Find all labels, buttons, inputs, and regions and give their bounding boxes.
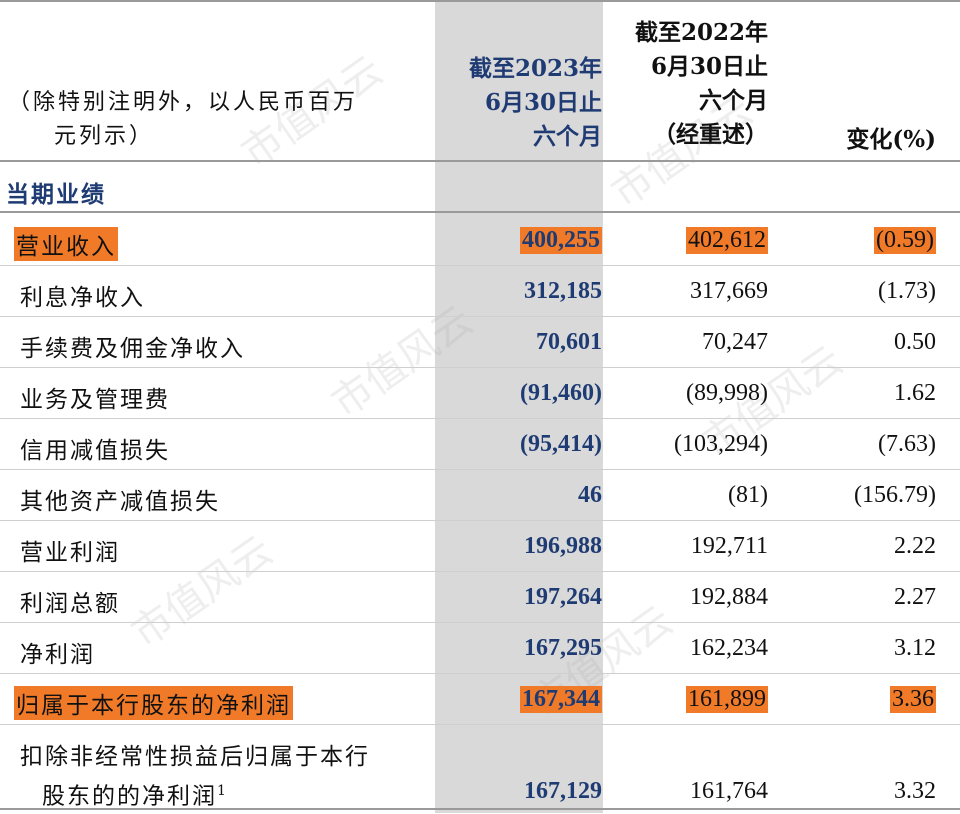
col-header-2023: 截至2023年 6月30日止 六个月 — [469, 52, 602, 154]
row-label: 信用减值损失 — [20, 438, 170, 464]
row-rule — [0, 724, 960, 725]
table-row: 手续费及佣金净收入 70,601 70,247 0.50 — [0, 318, 960, 369]
value-change: 3.12 — [894, 635, 936, 661]
value-2023: 312,185 — [524, 278, 602, 304]
col-header-change: 变化(%) — [846, 126, 936, 153]
row-rule — [0, 316, 960, 317]
row-label: 扣除非经常性损益后归属于本行 股东的的净利润1 — [20, 740, 370, 814]
value-2022: 70,247 — [702, 329, 768, 355]
value-change: 3.32 — [894, 778, 936, 804]
table-row: 营业收入 400,255 402,612 (0.59) — [0, 216, 960, 267]
row-label: 业务及管理费 — [20, 387, 170, 413]
value-2022: 192,884 — [690, 584, 768, 610]
col-header-2023-line1: 截至2023年 — [468, 55, 602, 82]
value-change: (1.73) — [878, 278, 936, 304]
top-rule — [0, 0, 960, 2]
value-2023: 197,264 — [524, 584, 602, 610]
row-rule — [0, 622, 960, 623]
section-rule — [0, 211, 960, 213]
value-change: 2.27 — [894, 584, 936, 610]
col-header-2023-line2: 6月30日止 — [484, 89, 602, 116]
header-rule — [0, 160, 960, 162]
value-2022: (89,998) — [686, 380, 768, 406]
table-row: 净利润 167,295 162,234 3.12 — [0, 624, 960, 675]
row-label: 利润总额 — [20, 591, 120, 617]
value-2023: (95,414) — [520, 431, 602, 457]
value-2023: (91,460) — [520, 380, 602, 406]
value-2023: 167,129 — [524, 778, 602, 804]
value-2023: 167,344 — [520, 686, 602, 713]
row-rule — [0, 418, 960, 419]
value-change: (156.79) — [854, 482, 936, 508]
value-change: (7.63) — [878, 431, 936, 457]
row-rule — [0, 469, 960, 470]
value-change: 3.36 — [890, 686, 936, 713]
table-row: 利息净收入 312,185 317,669 (1.73) — [0, 267, 960, 318]
footnote-marker: 1 — [217, 783, 228, 799]
table-row: 营业利润 196,988 192,711 2.22 — [0, 522, 960, 573]
bottom-rule — [0, 808, 960, 810]
row-label: 营业收入 — [14, 227, 118, 261]
row-rule — [0, 520, 960, 521]
unit-note-line2: 元列示） — [54, 124, 155, 149]
section-title: 当期业绩 — [6, 181, 106, 208]
col-header-2022: 截至2022年 6月30日止 六个月 （经重述） — [635, 16, 768, 152]
table-row: 扣除非经常性损益后归属于本行 股东的的净利润1 167,129 161,764 … — [0, 740, 960, 810]
value-2022: 317,669 — [690, 278, 768, 304]
row-label: 利息净收入 — [20, 285, 145, 311]
table-row: 业务及管理费 (91,460) (89,998) 1.62 — [0, 369, 960, 420]
row-label-line1: 扣除非经常性损益后归属于本行 — [20, 744, 370, 770]
row-rule — [0, 673, 960, 674]
row-label: 净利润 — [20, 642, 95, 668]
value-2022: 161,764 — [690, 778, 768, 804]
unit-note: （除特别注明外，以人民币百万 元列示） — [8, 86, 358, 154]
col-header-2022-line4: （经重述） — [653, 121, 768, 148]
value-change: 1.62 — [894, 380, 936, 406]
unit-note-line1: （除特别注明外，以人民币百万 — [8, 90, 359, 115]
value-2022: 162,234 — [690, 635, 768, 661]
value-2023: 400,255 — [520, 227, 602, 254]
row-label-line2-text: 股东的的净利润 — [42, 783, 217, 810]
value-2023: 167,295 — [524, 635, 602, 661]
value-change: (0.59) — [874, 227, 936, 254]
col-header-2022-line3: 六个月 — [699, 87, 768, 114]
table-row: 利润总额 197,264 192,884 2.27 — [0, 573, 960, 624]
table-row: 信用减值损失 (95,414) (103,294) (7.63) — [0, 420, 960, 471]
row-label: 其他资产减值损失 — [20, 489, 220, 515]
value-2022: (103,294) — [674, 431, 768, 457]
value-2022: 192,711 — [690, 533, 768, 559]
row-label: 营业利润 — [20, 540, 120, 566]
row-rule — [0, 571, 960, 572]
row-rule — [0, 367, 960, 368]
col-header-2023-line3: 六个月 — [533, 123, 602, 150]
value-2023: 196,988 — [524, 533, 602, 559]
table-row: 其他资产减值损失 46 (81) (156.79) — [0, 471, 960, 522]
value-2022: 161,899 — [686, 686, 768, 713]
value-change: 2.22 — [894, 533, 936, 559]
value-2022: (81) — [728, 482, 768, 508]
value-2022: 402,612 — [686, 227, 768, 254]
row-label: 手续费及佣金净收入 — [20, 336, 245, 362]
value-2023: 70,601 — [536, 329, 602, 355]
col-header-2022-line2: 6月30日止 — [650, 53, 768, 80]
row-rule — [0, 265, 960, 266]
col-header-2022-line1: 截至2022年 — [634, 19, 768, 46]
value-change: 0.50 — [894, 329, 936, 355]
value-2023: 46 — [578, 482, 602, 508]
table-row: 归属于本行股东的净利润 167,344 161,899 3.36 — [0, 675, 960, 726]
current-period-column-shade — [435, 0, 603, 813]
row-label: 归属于本行股东的净利润 — [14, 686, 293, 720]
row-label-line2: 股东的的净利润1 — [20, 774, 370, 814]
